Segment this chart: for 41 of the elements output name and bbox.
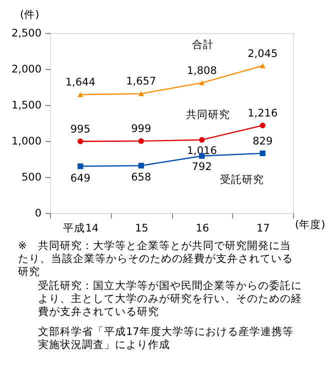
text: 文部科学省「平成17年度大学等における産学連携等実施状況調査」により作成 [38,325,294,351]
y-tick-label: 1,500 [11,100,42,112]
x-tick-label: 平成14 [63,222,99,234]
y-tick-label: 500 [21,172,42,184]
point [138,91,144,96]
text: ※ 共同研究：大学等と企業等とが共同で研究開発に当たり、当該企業等からそのための経費が支弁されている研究 [18,239,293,278]
point [138,162,144,168]
y-tick-label: 1,000 [11,136,42,148]
data-label: 1,657 [126,76,156,88]
point [78,138,84,144]
data-label: 829 [252,135,273,148]
series-label: 受託研究 [220,173,264,186]
point [138,138,144,144]
text: 受託研究：国立大学等が国や民間企業等からの委託により、主として大学のみが研究を行い、そのための経費が支弁されている研究 [38,279,302,318]
data-label: 2,045 [248,48,278,60]
x-tick-label: 16 [196,222,210,234]
data-label: 1,016 [186,144,218,157]
y-tick-label: 0 [34,208,42,220]
point [260,150,266,156]
point [78,163,84,170]
point [260,122,266,128]
data-label: 1,808 [186,64,217,77]
data-label: 999 [131,123,152,136]
data-label: 792 [192,160,212,173]
x-tick-label: 15 [134,222,148,234]
point [199,80,205,86]
text: 合計 [192,38,214,51]
point [199,137,205,143]
data-label: 649 [70,172,90,184]
point [78,92,84,98]
data-label: 1,644 [65,76,96,89]
x-tick-label: 17 [256,222,270,234]
data-label: 1,216 [248,107,278,120]
x-axis-title: (年度) [295,218,326,231]
series-label: 共同研究 [186,108,230,121]
data-label: 995 [70,123,90,136]
data-label: 658 [131,172,152,184]
y-tick-label: 2,500 [11,28,42,40]
y-tick-label: 2,000 [11,64,42,76]
point [260,63,266,68]
y-axis-title: (件) [20,9,40,21]
